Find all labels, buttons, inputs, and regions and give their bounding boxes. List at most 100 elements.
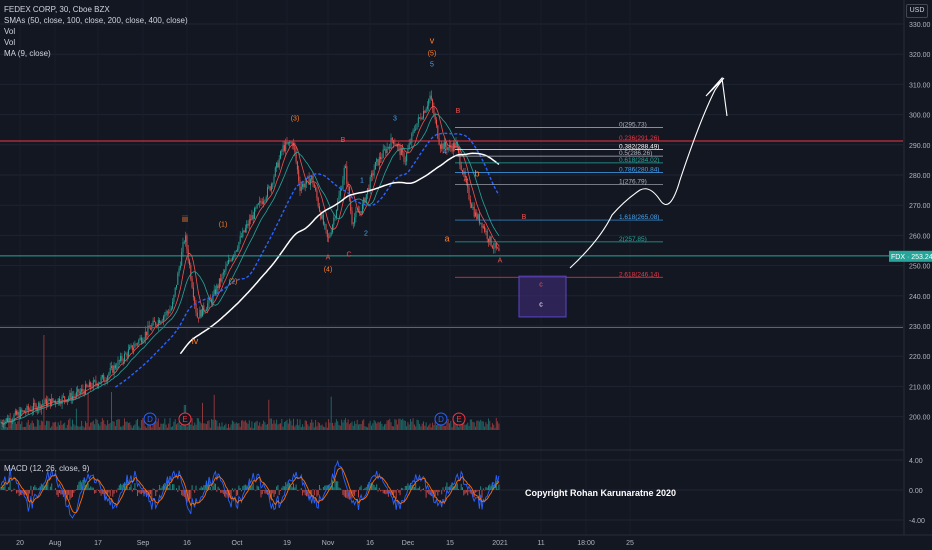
macd-signal-line: [0, 467, 500, 514]
macd-histogram-bar: [491, 482, 493, 490]
macd-histogram-bar: [66, 490, 68, 499]
candle-body: [424, 111, 426, 113]
time-axis-tick-label: 16: [366, 540, 374, 547]
macd-histogram-bar: [59, 490, 60, 493]
candle-body: [433, 107, 435, 116]
volume-bar: [22, 427, 24, 430]
macd-histogram-bar: [264, 490, 266, 494]
volume-bar: [94, 424, 96, 430]
candle-body: [196, 312, 198, 318]
volume-bar: [135, 420, 137, 430]
current-price-tag[interactable]: [889, 250, 932, 262]
volume-bar: [10, 426, 12, 430]
candle-body: [209, 298, 211, 300]
volume-bar: [151, 427, 153, 430]
volume-bar: [411, 421, 413, 430]
macd-histogram-bar: [363, 488, 365, 490]
target-zone-box[interactable]: [518, 275, 567, 318]
macd-histogram-bar: [101, 490, 103, 494]
volume-bar: [31, 420, 33, 430]
macd-histogram-bar: [182, 490, 184, 497]
volume-bar: [164, 418, 166, 430]
macd-histogram-bar: [354, 490, 356, 496]
currency-button[interactable]: USD: [906, 4, 928, 18]
candle-body: [164, 314, 166, 317]
legend-ma[interactable]: MA (9, close): [4, 49, 51, 58]
macd-histogram-bar: [150, 490, 151, 495]
candle-body: [246, 223, 248, 229]
macd-histogram-bar: [291, 487, 293, 490]
macd-histogram-bar: [18, 490, 20, 497]
candle-body: [378, 156, 380, 166]
time-axis-tick-label: 15: [446, 540, 454, 547]
candle-body: [117, 360, 119, 368]
candle-body: [333, 217, 335, 225]
macd-histogram-bar: [386, 490, 388, 494]
price-axis-tick-label: 270.00: [909, 203, 931, 210]
macd-histogram-bar: [118, 485, 120, 490]
candle-body: [294, 142, 296, 152]
event-marker-earnings[interactable]: [452, 412, 466, 426]
candle-body: [47, 400, 49, 407]
volume-bar: [13, 418, 15, 430]
volume-bar: [406, 426, 408, 430]
volume-bar: [55, 421, 57, 430]
candle-body: [113, 365, 115, 373]
macd-histogram-bar: [213, 483, 215, 490]
macd-histogram-bar: [352, 490, 354, 495]
event-marker-dividend[interactable]: [143, 412, 157, 426]
candle-body: [226, 263, 228, 267]
macd-histogram-bar: [3, 486, 5, 490]
candle-body: [165, 311, 167, 315]
wave-label: b: [474, 169, 479, 179]
macd-histogram-bar: [475, 490, 476, 493]
volume-bar: [81, 420, 83, 430]
macd-histogram-bar: [311, 490, 313, 498]
legend-title[interactable]: FEDEX CORP, 30, Cboe BZX: [4, 5, 110, 14]
macd-histogram-bar: [91, 487, 93, 490]
wave-label: (2): [229, 279, 238, 286]
volume-bar: [306, 420, 307, 430]
volume-bar: [159, 427, 161, 430]
macd-histogram-bar: [5, 490, 7, 492]
volume-bar: [342, 422, 344, 430]
legend-vol-1[interactable]: Vol: [4, 27, 16, 36]
volume-bar: [68, 419, 70, 430]
macd-histogram-bar: [304, 490, 306, 496]
candle-body: [437, 125, 439, 139]
candle-body: [78, 389, 80, 394]
macd-histogram-bar: [274, 490, 276, 495]
candle-body: [250, 219, 252, 221]
macd-histogram-bar: [68, 490, 70, 495]
candle-body: [289, 142, 291, 144]
candle-body: [228, 260, 229, 264]
legend-vol-2[interactable]: Vol: [4, 38, 16, 47]
candle-body: [351, 210, 353, 224]
volume-bar: [53, 422, 55, 430]
volume-bar: [359, 424, 361, 430]
macd-histogram-bar: [458, 488, 460, 490]
volume-bar: [352, 425, 354, 430]
volume-bar: [83, 427, 85, 430]
wave-label: 3: [393, 116, 397, 123]
candle-body: [384, 149, 385, 150]
candle-body: [494, 243, 496, 249]
volume-bar: [200, 423, 202, 430]
volume-bar: [449, 423, 450, 430]
volume-bar: [303, 426, 305, 430]
candle-body: [397, 144, 398, 147]
legend-smas[interactable]: SMAs (50, close, 100, close, 200, close,…: [4, 16, 188, 25]
volume-bar: [143, 418, 145, 430]
event-marker-earnings[interactable]: [178, 412, 192, 426]
time-axis-tick-label: 17: [94, 540, 102, 547]
event-marker-dividend[interactable]: [434, 412, 448, 426]
candle-body: [53, 400, 55, 402]
volume-bar: [0, 420, 2, 430]
price-axis-tick-label: 230.00: [909, 324, 931, 331]
legend-macd[interactable]: MACD (12, 26, close, 9): [4, 464, 90, 473]
candle-body: [490, 236, 492, 246]
volume-bar: [228, 423, 229, 430]
candle-body: [150, 328, 151, 330]
volume-bar: [304, 420, 306, 430]
